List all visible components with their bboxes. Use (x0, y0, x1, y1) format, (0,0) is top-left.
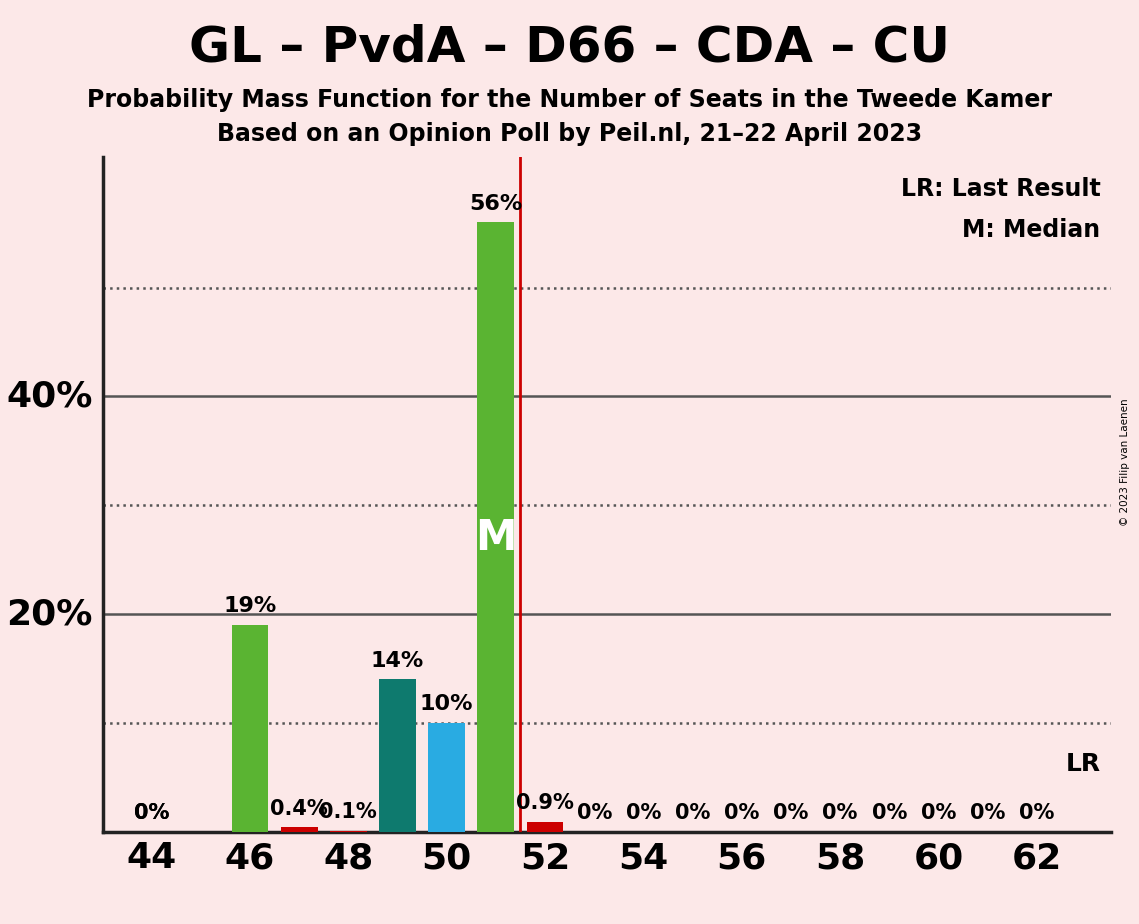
Bar (428, 723, 465, 832)
Text: 0%: 0% (134, 803, 170, 823)
Bar (280, 827, 318, 832)
Text: 0%: 0% (675, 803, 711, 823)
Text: 0.9%: 0.9% (516, 793, 574, 813)
Text: LR: Last Result: LR: Last Result (901, 177, 1100, 201)
Text: 10%: 10% (420, 694, 474, 714)
Text: Based on an Opinion Poll by Peil.nl, 21–22 April 2023: Based on an Opinion Poll by Peil.nl, 21–… (216, 122, 923, 146)
Text: 0%: 0% (724, 803, 760, 823)
Text: 40%: 40% (6, 380, 92, 413)
Text: 14%: 14% (371, 650, 424, 671)
Text: 56%: 56% (469, 194, 523, 213)
Text: M: Median: M: Median (962, 218, 1100, 242)
Text: 0%: 0% (134, 803, 170, 823)
Bar (526, 821, 564, 832)
Bar (477, 223, 515, 832)
Text: 19%: 19% (223, 596, 277, 616)
Text: © 2023 Filip van Laenen: © 2023 Filip van Laenen (1121, 398, 1130, 526)
Text: 0.4%: 0.4% (270, 798, 328, 819)
Text: 0%: 0% (576, 803, 612, 823)
Text: 0.1%: 0.1% (320, 802, 377, 821)
Text: LR: LR (1065, 752, 1100, 776)
Bar (379, 679, 416, 832)
Bar (330, 831, 367, 832)
Text: Probability Mass Function for the Number of Seats in the Tweede Kamer: Probability Mass Function for the Number… (87, 88, 1052, 112)
Text: 0%: 0% (773, 803, 809, 823)
Text: 0%: 0% (920, 803, 956, 823)
Text: 0%: 0% (822, 803, 858, 823)
Text: M: M (475, 517, 517, 559)
Text: 20%: 20% (6, 597, 92, 631)
Text: 0%: 0% (1019, 803, 1055, 823)
Text: 0%: 0% (970, 803, 1006, 823)
Text: 0%: 0% (625, 803, 661, 823)
Text: 0%: 0% (871, 803, 907, 823)
Bar (231, 625, 269, 832)
Text: GL – PvdA – D66 – CDA – CU: GL – PvdA – D66 – CDA – CU (189, 23, 950, 71)
